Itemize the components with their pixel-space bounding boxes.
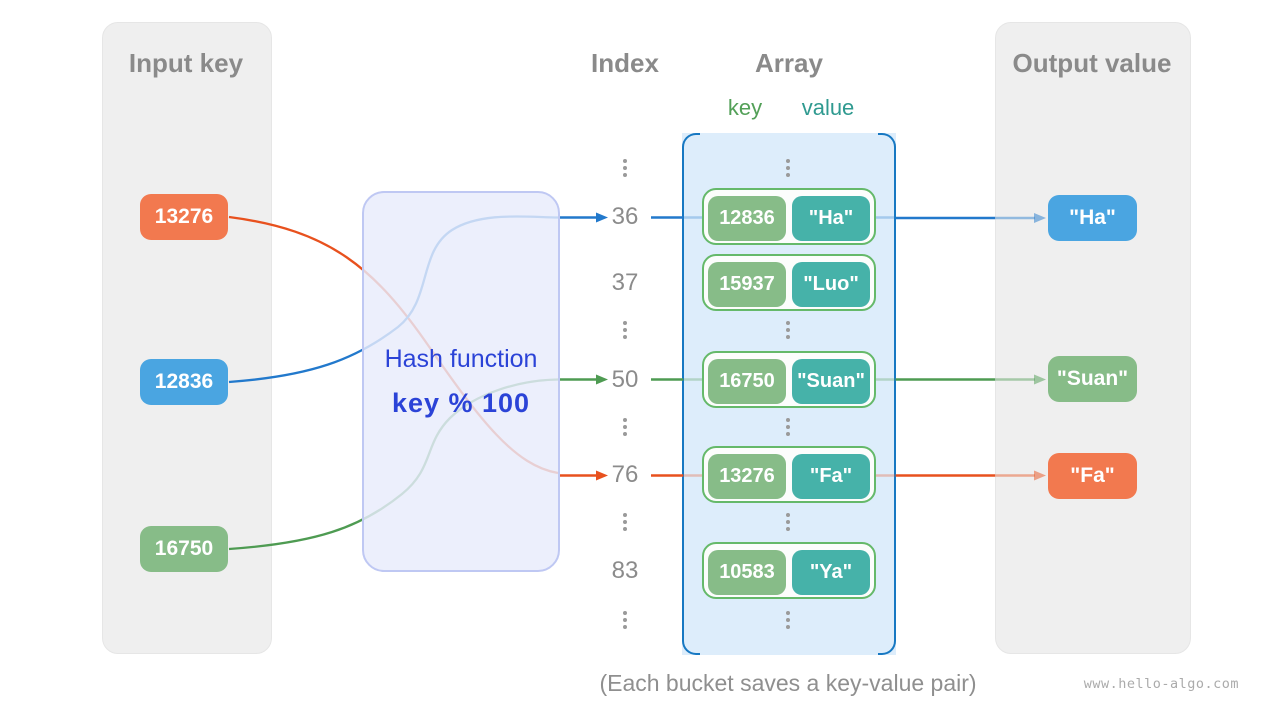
bucket-fa: 13276 "Fa" [702,446,876,503]
array-ellipsis-2 [783,321,793,339]
index-37: 37 [611,269,639,296]
index-36: 36 [611,203,639,230]
index-83: 83 [611,557,639,584]
input-key-16750: 16750 [140,526,228,572]
value-header: value [801,95,855,120]
index-50: 50 [611,366,639,393]
bucket-ha: 12836 "Ha" [702,188,876,245]
index-ellipsis-3 [620,418,630,436]
array-column-title: Array [755,48,823,78]
bucket-suan-value: "Suan" [792,359,870,404]
bucket-luo-value: "Luo" [792,262,870,307]
array-ellipsis-5 [783,611,793,629]
input-key-12836: 12836 [140,359,228,405]
bucket-ya-value: "Ya" [792,550,870,595]
array-ellipsis-3 [783,418,793,436]
bucket-fa-value: "Fa" [792,454,870,499]
bucket-ha-value: "Ha" [792,196,870,241]
output-value-panel [995,22,1191,654]
input-key-13276: 13276 [140,194,228,240]
output-value-fa: "Fa" [1048,453,1137,499]
bucket-luo: 15937 "Luo" [702,254,876,311]
index-ellipsis-1 [620,159,630,177]
bucket-ya-key: 10583 [708,550,786,595]
hash-formula: key % 100 [391,387,531,418]
output-value-suan: "Suan" [1048,356,1137,402]
bucket-suan: 16750 "Suan" [702,351,876,408]
index-column-title: Index [591,48,659,78]
bucket-ya: 10583 "Ya" [702,542,876,599]
index-ellipsis-4 [620,513,630,531]
array-ellipsis-4 [783,513,793,531]
hash-function-box: Hash function key % 100 [362,191,560,572]
input-panel-title: Input key [128,48,244,78]
index-76: 76 [611,461,639,488]
output-panel-title: Output value [1012,48,1172,78]
array-left-bracket [682,133,700,655]
hash-function-label: Hash function [384,344,538,373]
bucket-fa-key: 13276 [708,454,786,499]
array-ellipsis-1 [783,159,793,177]
bucket-luo-key: 15937 [708,262,786,307]
index-ellipsis-2 [620,321,630,339]
key-header: key [727,95,763,120]
bucket-ha-key: 12836 [708,196,786,241]
bucket-suan-key: 16750 [708,359,786,404]
index-ellipsis-5 [620,611,630,629]
watermark: www.hello-algo.com [1083,676,1239,692]
array-right-bracket [878,133,896,655]
output-value-ha: "Ha" [1048,195,1137,241]
diagram-caption: (Each bucket saves a key-value pair) [599,670,977,696]
